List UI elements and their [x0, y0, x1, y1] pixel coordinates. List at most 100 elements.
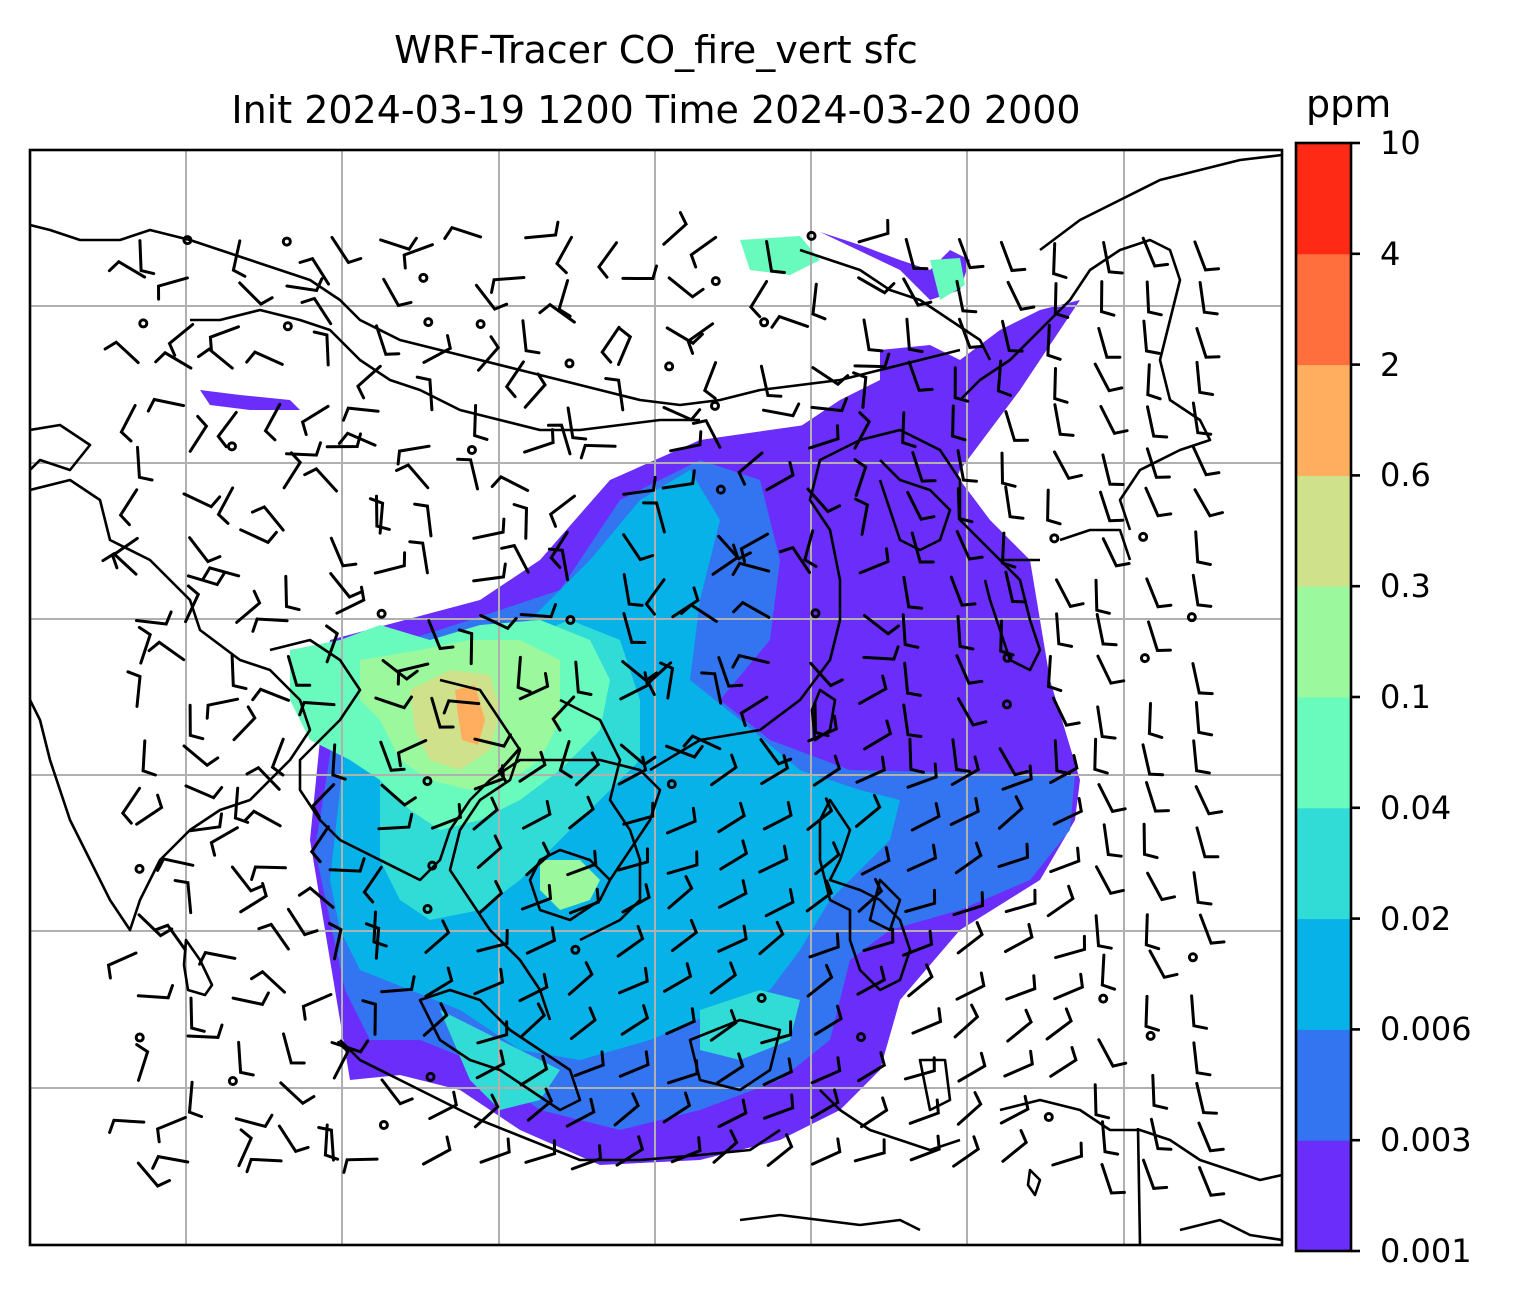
- calm-wind-marker: [1043, 1112, 1054, 1123]
- wind-barb: [1049, 1046, 1078, 1078]
- wind-barb: [902, 277, 933, 307]
- wind-barb: [949, 797, 980, 826]
- wind-barb: [904, 237, 929, 271]
- wind-barb: [616, 924, 645, 958]
- wind-barb: [342, 406, 380, 422]
- wind-barb: [853, 352, 891, 369]
- wind-barb: [473, 733, 512, 748]
- wind-barb: [479, 1137, 511, 1164]
- wind-barb: [1049, 754, 1079, 785]
- wind-barb: [709, 961, 738, 995]
- wind-barb: [1195, 360, 1215, 396]
- wind-barb: [910, 531, 935, 564]
- calm-wind-marker: [422, 776, 433, 787]
- wind-barb: [147, 640, 186, 662]
- wind-barb: [1053, 450, 1083, 481]
- wind-barb: [216, 410, 238, 449]
- wind-barb: [667, 875, 694, 910]
- wind-barb: [808, 424, 840, 450]
- wind-barb: [230, 865, 265, 893]
- wind-barb: [762, 402, 801, 418]
- wind-barb: [622, 533, 655, 562]
- wind-barb: [189, 996, 206, 1033]
- wind-barb: [430, 696, 455, 729]
- wind-barb: [665, 1007, 696, 1036]
- wind-barb: [519, 1054, 549, 1087]
- wind-barb: [285, 277, 324, 293]
- wind-barb: [622, 612, 647, 644]
- wind-barb: [763, 1093, 795, 1120]
- wind-barb: [126, 670, 142, 708]
- wind-barb: [303, 467, 338, 493]
- wind-barb: [415, 375, 434, 412]
- gridlines: [30, 150, 1282, 1245]
- calm-wind-marker: [810, 608, 821, 619]
- wind-barb: [286, 907, 319, 937]
- wind-barb: [188, 703, 205, 741]
- wind-barb: [243, 809, 282, 828]
- colorbar-tick-label: 0.02: [1380, 899, 1452, 938]
- wind-barb: [1097, 327, 1122, 359]
- wind-barb: [1006, 280, 1036, 311]
- wind-barb: [1097, 783, 1127, 814]
- wind-barb: [330, 235, 363, 265]
- wind-barb: [182, 744, 220, 768]
- wind-barb: [853, 458, 868, 497]
- wind-barb: [1055, 578, 1085, 609]
- wind-barb: [954, 841, 983, 875]
- wind-barb: [1198, 913, 1226, 945]
- wind-barb: [251, 687, 290, 702]
- wind-barb: [1146, 363, 1162, 401]
- wind-barb: [198, 950, 237, 966]
- wind-barb: [277, 1124, 310, 1154]
- wind-barb: [1095, 865, 1125, 896]
- wind-barb: [516, 655, 532, 694]
- wind-barb: [617, 755, 648, 786]
- wind-barb: [549, 530, 569, 569]
- wind-barb: [566, 406, 588, 441]
- wind-barb: [1192, 1041, 1212, 1077]
- colorbar-segment: [1296, 143, 1351, 255]
- wind-barb: [604, 377, 625, 412]
- tracer-shading-0.6: [455, 685, 485, 745]
- wind-barb: [523, 372, 547, 409]
- wind-barb: [282, 1032, 306, 1065]
- colorbar-tick-label: 0.3: [1380, 567, 1431, 606]
- wind-barb: [1192, 739, 1211, 775]
- wind-barb: [1049, 846, 1081, 874]
- wind-barb: [520, 1002, 547, 1038]
- wind-barb: [257, 922, 290, 951]
- wind-barb: [1194, 785, 1224, 816]
- wind-barb: [999, 240, 1027, 273]
- calm-wind-marker: [1002, 652, 1013, 663]
- wind-barb: [156, 276, 189, 301]
- wind-barb: [1191, 662, 1214, 696]
- calm-wind-marker: [134, 863, 145, 874]
- wind-barb: [739, 532, 770, 563]
- calm-wind-marker: [709, 400, 720, 411]
- wind-barb: [424, 966, 454, 998]
- wind-barb: [955, 971, 986, 1001]
- wind-barb: [661, 469, 696, 490]
- wind-barb: [154, 350, 193, 370]
- wind-barb: [709, 1009, 738, 1042]
- wind-barb: [136, 1161, 171, 1188]
- wind-barb: [237, 1128, 254, 1168]
- wind-barb: [285, 441, 322, 457]
- wind-barb: [329, 572, 363, 599]
- wind-barb: [327, 922, 343, 961]
- wind-barb: [1094, 578, 1111, 615]
- wind-barb: [1195, 826, 1220, 859]
- wind-barb: [662, 406, 702, 422]
- wind-barb: [1097, 1038, 1128, 1068]
- wind-barb: [662, 211, 688, 246]
- wind-barb: [597, 241, 618, 279]
- wind-barb: [853, 411, 872, 450]
- colorbar-segment: [1296, 364, 1351, 476]
- wind-barb: [1101, 453, 1125, 486]
- wind-barb: [958, 317, 985, 349]
- wind-barb: [518, 750, 547, 783]
- wind-barb: [396, 739, 428, 768]
- colorbar-tick-label: 2: [1380, 345, 1401, 384]
- calm-wind-marker: [759, 317, 770, 328]
